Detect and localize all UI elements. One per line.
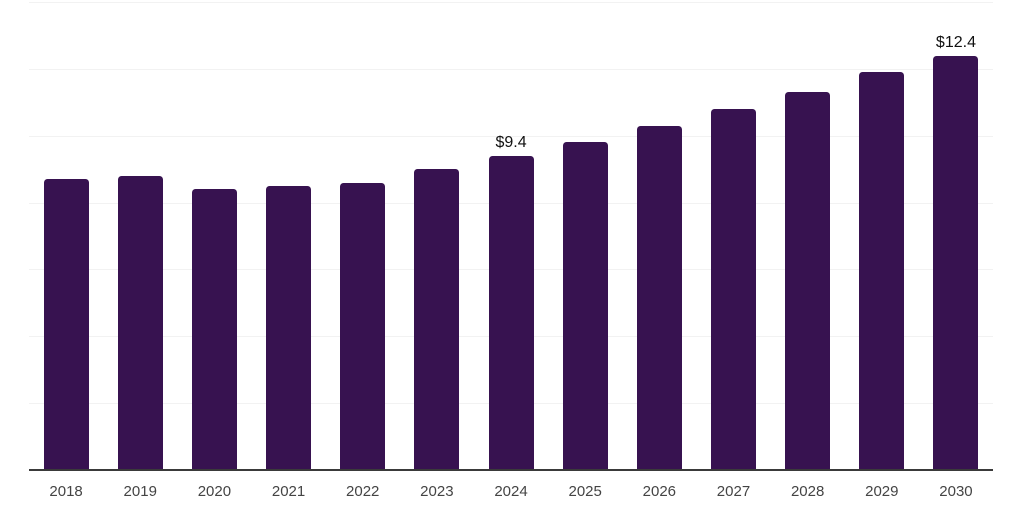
x-tick-label: 2023 — [420, 483, 454, 500]
plot-area: $9.4 $12.4 — [29, 2, 993, 471]
bar-2026 — [636, 125, 682, 470]
x-tick-label: 2029 — [865, 483, 899, 500]
bar-2030 — [933, 55, 979, 470]
bar-slot — [29, 2, 103, 470]
x-tick-label: 2020 — [197, 483, 232, 500]
bar-slot — [696, 2, 770, 470]
x-axis-line — [29, 469, 993, 471]
bar-slot — [326, 2, 400, 470]
bars-area: $9.4 $12.4 — [29, 2, 993, 470]
bar-2019 — [117, 175, 163, 470]
x-tick-label: 2019 — [123, 483, 157, 500]
gridline — [29, 68, 993, 70]
bar-value-label: $12.4 — [935, 33, 976, 51]
x-tick-label: 2025 — [568, 483, 602, 500]
bar-2029 — [859, 72, 905, 470]
x-tick-label: 2027 — [716, 483, 751, 500]
x-tick-label: 2028 — [790, 483, 825, 500]
bar-2023 — [414, 169, 460, 470]
gridline — [29, 135, 993, 137]
bar-slot — [771, 2, 845, 470]
bar-2028 — [785, 92, 831, 470]
bar-2020 — [191, 189, 237, 470]
bar-2021 — [266, 185, 312, 470]
x-tick-label: 2026 — [642, 483, 677, 500]
x-axis-labels: 2018 2019 2020 2021 2022 2023 2024 2025 2026 2027… — [29, 483, 993, 501]
bar-slot — [400, 2, 474, 470]
x-tick-label: 2024 — [494, 483, 528, 500]
bar-slot — [845, 2, 919, 470]
bar-slot — [622, 2, 696, 470]
bar-2022 — [340, 182, 386, 470]
bar-2025 — [562, 142, 608, 470]
bar-2018 — [43, 179, 89, 470]
bar-slot — [548, 2, 622, 470]
x-tick-label: 2022 — [346, 483, 380, 500]
gridline — [29, 2, 993, 3]
bar-2024 — [488, 155, 534, 470]
bar-slot: $12.4 — [919, 2, 993, 470]
bar-value-label: $9.4 — [495, 133, 527, 151]
x-tick-label: 2018 — [49, 483, 83, 500]
bar-2027 — [710, 108, 756, 470]
x-tick-label: 2021 — [271, 483, 306, 500]
bar-slot — [177, 2, 251, 470]
bar-slot — [251, 2, 325, 470]
x-tick-label: 2030 — [939, 483, 973, 500]
bar-slot — [103, 2, 177, 470]
bar-slot: $9.4 — [474, 2, 548, 470]
